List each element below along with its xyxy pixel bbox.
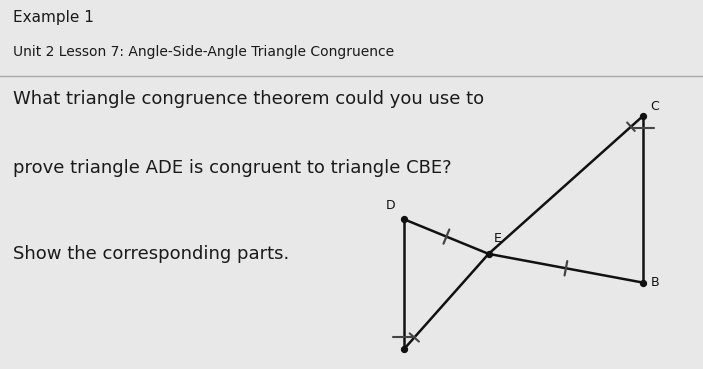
Text: Unit 2 Lesson 7: Angle-Side-Angle Triangle Congruence: Unit 2 Lesson 7: Angle-Side-Angle Triang… [13,45,394,59]
Point [638,113,649,119]
Text: What triangle congruence theorem could you use to: What triangle congruence theorem could y… [13,90,484,108]
Text: Show the corresponding parts.: Show the corresponding parts. [13,245,289,263]
Text: C: C [650,100,659,113]
Text: Example 1: Example 1 [13,10,93,25]
Text: B: B [650,276,659,289]
Point [638,280,649,286]
Text: E: E [494,232,502,245]
Point [399,346,410,352]
Point [483,251,494,257]
Text: D: D [386,199,396,212]
Text: prove triangle ADE is congruent to triangle CBE?: prove triangle ADE is congruent to trian… [13,159,451,177]
Point [399,216,410,222]
